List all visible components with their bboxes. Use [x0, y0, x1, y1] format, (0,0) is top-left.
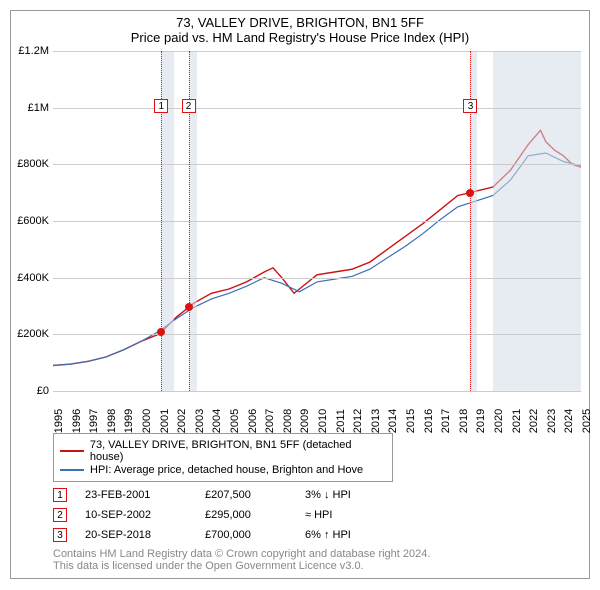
x-tick-label: 2011	[335, 409, 347, 433]
x-tick-label: 2004	[211, 409, 223, 433]
event-row: 3 20-SEP-2018£700,0006% ↑ HPI	[53, 528, 581, 542]
event-number-box: 1	[53, 488, 67, 502]
x-tick-label: 2008	[282, 409, 294, 433]
x-tick-label: 2016	[423, 409, 435, 433]
price-point-dot	[157, 328, 165, 336]
x-tick-label: 2003	[194, 409, 206, 433]
event-marker-1: 1	[154, 99, 168, 113]
x-tick-label: 2012	[352, 409, 364, 433]
event-row: 2 10-SEP-2002£295,000≈ HPI	[53, 508, 581, 522]
x-tick-label: 2001	[159, 409, 171, 433]
x-tick-label: 2019	[475, 409, 487, 433]
x-tick-label: 2025	[581, 409, 593, 433]
chart-title-main: 73, VALLEY DRIVE, BRIGHTON, BN1 5FF	[11, 15, 589, 30]
event-marker-2: 2	[182, 99, 196, 113]
chart-title-sub: Price paid vs. HM Land Registry's House …	[11, 30, 589, 45]
legend-label: HPI: Average price, detached house, Brig…	[90, 464, 363, 476]
y-tick-label: £800K	[17, 158, 53, 170]
x-tick-label: 1995	[53, 409, 65, 433]
event-price: £700,000	[205, 529, 305, 541]
y-tick-label: £400K	[17, 272, 53, 284]
price-point-dot	[185, 303, 193, 311]
x-tick-label: 2017	[440, 409, 452, 433]
gridline	[53, 108, 581, 109]
y-tick-label: £1M	[28, 102, 53, 114]
price-point-dot	[466, 189, 474, 197]
y-tick-label: £200K	[17, 328, 53, 340]
x-tick-label: 1996	[71, 409, 83, 433]
event-number-box: 2	[53, 508, 67, 522]
x-tick-label: 2014	[387, 409, 399, 433]
gridline	[53, 221, 581, 222]
x-tick-label: 2010	[317, 409, 329, 433]
y-tick-label: £0	[37, 385, 53, 397]
event-number-box: 3	[53, 528, 67, 542]
x-tick-label: 2022	[528, 409, 540, 433]
legend-label: 73, VALLEY DRIVE, BRIGHTON, BN1 5FF (det…	[90, 439, 386, 463]
legend: 73, VALLEY DRIVE, BRIGHTON, BN1 5FF (det…	[53, 433, 393, 482]
gridline	[53, 164, 581, 165]
x-tick-label: 2013	[370, 409, 382, 433]
y-tick-label: £1.2M	[18, 45, 53, 57]
event-delta: 3% ↓ HPI	[305, 489, 405, 501]
legend-swatch	[60, 469, 84, 471]
plot-area: £0£200K£400K£600K£800K£1M£1.2M123	[53, 51, 581, 391]
event-row: 1 23-FEB-2001£207,5003% ↓ HPI	[53, 488, 581, 502]
x-tick-label: 2020	[493, 409, 505, 433]
event-price: £207,500	[205, 489, 305, 501]
gridline	[53, 278, 581, 279]
event-date: 23-FEB-2001	[85, 489, 205, 501]
legend-item: HPI: Average price, detached house, Brig…	[60, 464, 386, 476]
event-marker-3: 3	[463, 99, 477, 113]
x-tick-label: 2006	[247, 409, 259, 433]
x-tick-label: 2015	[405, 409, 417, 433]
x-tick-label: 1998	[106, 409, 118, 433]
x-tick-label: 2005	[229, 409, 241, 433]
event-date: 20-SEP-2018	[85, 529, 205, 541]
attribution: Contains HM Land Registry data © Crown c…	[53, 548, 581, 572]
events-table: 1 23-FEB-2001£207,5003% ↓ HPI 2 10-SEP-2002…	[53, 488, 581, 542]
event-delta: ≈ HPI	[305, 509, 405, 521]
event-price: £295,000	[205, 509, 305, 521]
chart-titles: 73, VALLEY DRIVE, BRIGHTON, BN1 5FF Pric…	[11, 11, 589, 47]
y-tick-label: £600K	[17, 215, 53, 227]
chart-container: 73, VALLEY DRIVE, BRIGHTON, BN1 5FF Pric…	[10, 10, 590, 579]
gridline	[53, 51, 581, 52]
x-tick-label: 2007	[264, 409, 276, 433]
event-delta: 6% ↑ HPI	[305, 529, 405, 541]
gridline	[53, 334, 581, 335]
x-tick-label: 1999	[123, 409, 135, 433]
x-tick-label: 2024	[563, 409, 575, 433]
x-tick-label: 2009	[299, 409, 311, 433]
x-tick-label: 2021	[511, 409, 523, 433]
x-axis-labels: 1995199619971998199920002001200220032004…	[53, 391, 581, 427]
legend-item: 73, VALLEY DRIVE, BRIGHTON, BN1 5FF (det…	[60, 439, 386, 463]
x-tick-label: 2018	[458, 409, 470, 433]
attribution-line: Contains HM Land Registry data © Crown c…	[53, 548, 581, 560]
x-tick-label: 2002	[176, 409, 188, 433]
attribution-line: This data is licensed under the Open Gov…	[53, 560, 581, 572]
x-tick-label: 2000	[141, 409, 153, 433]
x-tick-label: 1997	[88, 409, 100, 433]
event-date: 10-SEP-2002	[85, 509, 205, 521]
x-tick-label: 2023	[546, 409, 558, 433]
legend-swatch	[60, 450, 84, 452]
